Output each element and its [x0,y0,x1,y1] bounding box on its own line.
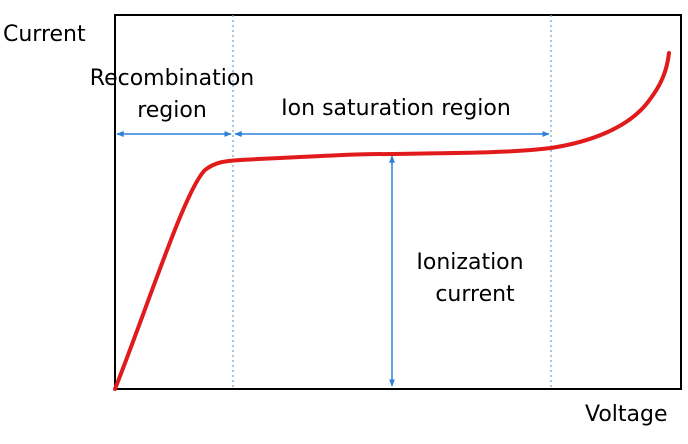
recombination-region-label-line2: region [137,98,207,123]
y-axis-label: Current [3,22,86,47]
ionization-current-label-line1: Ionization [416,250,524,275]
x-axis-label: Voltage [585,402,668,427]
plot-frame [114,14,682,390]
current-voltage-curve [113,51,671,391]
ion-saturation-region-label: Ion saturation region [281,96,511,121]
recombination-region-label-line1: Recombination [89,66,255,91]
ionization-current-label-line2: current [435,282,515,307]
